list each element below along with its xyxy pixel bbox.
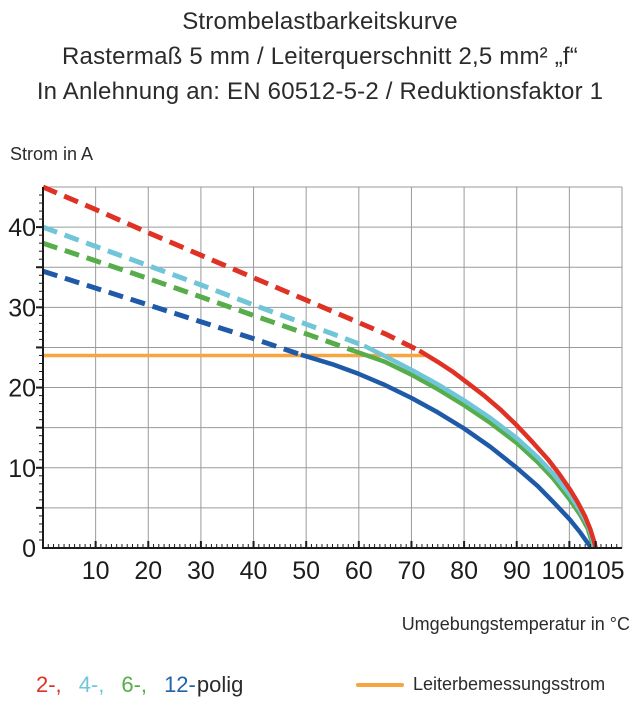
x-tick-label-10: 10: [82, 557, 110, 585]
y-tick-label-40: 40: [8, 214, 36, 242]
legend-pole-suffix: polig: [196, 672, 244, 697]
rated-current-legend: Leiterbemessungsstrom: [356, 674, 605, 695]
tick-marks: [36, 194, 618, 548]
series-12-polig: [42, 268, 594, 550]
x-tick-label-90: 90: [503, 557, 531, 585]
x-tick-label-60: 60: [345, 557, 373, 585]
pole-legend: 2-, 4-, 6-, 12- polig: [36, 672, 243, 698]
legend-pole-2: 2-,: [36, 672, 62, 697]
x-axis-label: Umgebungstemperatur in °C: [401, 614, 630, 634]
x-tick-label-20: 20: [134, 557, 162, 585]
y-tick-label-30: 30: [8, 294, 36, 322]
axes: [42, 187, 622, 549]
rated-current-legend-label: Leiterbemessungsstrom: [413, 674, 606, 694]
x-tick-label-30: 30: [187, 557, 215, 585]
x-tick-label-50: 50: [292, 557, 320, 585]
y-tick-label-0: 0: [22, 535, 36, 563]
legend-pole-12: 12-: [164, 672, 196, 697]
title-line-2: Rastermaß 5 mm / Leiterquerschnitt 2,5 m…: [62, 43, 578, 70]
x-tick-label-80: 80: [450, 557, 478, 585]
title-line-3: In Anlehnung an: EN 60512-5-2 / Reduktio…: [36, 78, 604, 105]
series-6-polig: [42, 240, 596, 549]
tick-labels: 10 20 30 40 50 60 70 80 90 100 105 0 10 20 30 40: [8, 214, 624, 585]
x-tick-label-40: 40: [240, 557, 268, 585]
x-tick-label-70: 70: [398, 557, 426, 585]
y-tick-label-10: 10: [8, 455, 36, 483]
y-axis-label: Strom in A: [10, 144, 94, 164]
y-tick-label-20: 20: [8, 375, 36, 403]
legend-pole-4: 4-,: [78, 672, 105, 697]
chart-title-block: Strombelastbarkeitskurve Rastermaß 5 mm …: [0, 4, 640, 109]
grid-lines: [43, 186, 623, 548]
rated-current-line-swatch: [356, 682, 404, 687]
x-tick-label-100: 100: [542, 557, 584, 585]
title-line-1: Strombelastbarkeitskurve: [182, 8, 458, 35]
x-tick-label-105: 105: [583, 557, 625, 585]
legend-pole-6: 6-,: [121, 672, 148, 697]
series-2-polig: [42, 184, 598, 549]
